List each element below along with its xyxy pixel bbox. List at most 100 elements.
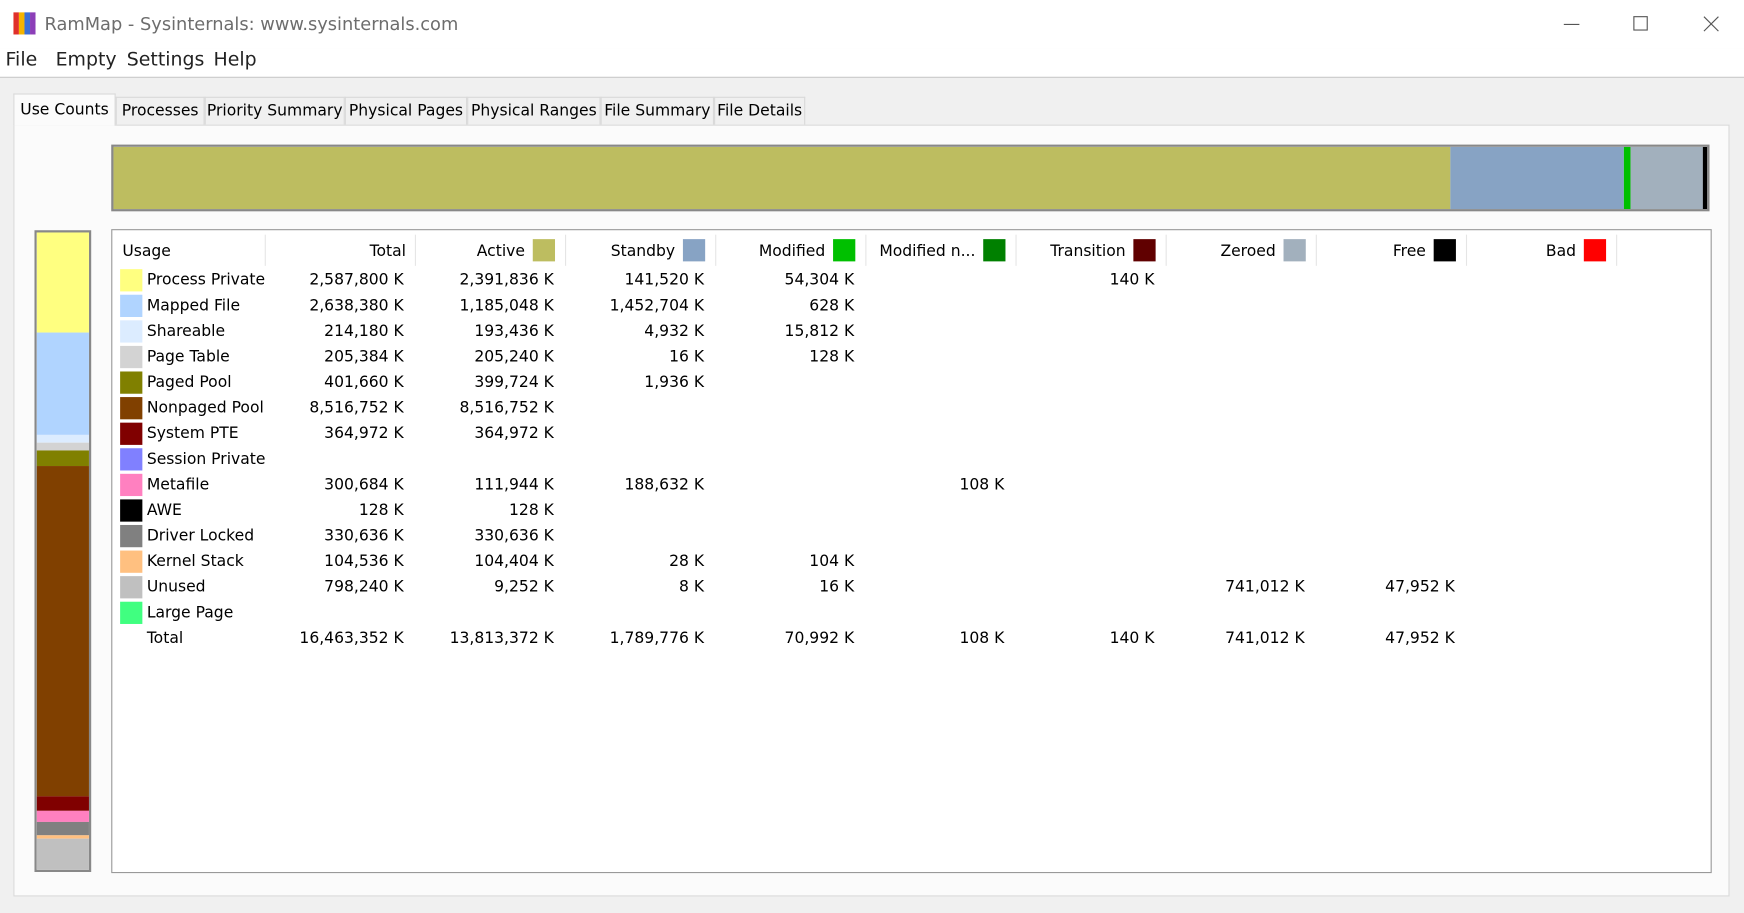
column-separator: [1616, 234, 1618, 266]
usage-label: Paged Pool: [146, 373, 232, 392]
cell: 141,520 K: [624, 271, 705, 290]
usage-color: [120, 371, 143, 394]
cell: 188,632 K: [624, 476, 705, 494]
window-title: RamMap - Sysinternals: www.sysinternals.…: [44, 13, 459, 35]
column-header: Active: [476, 242, 525, 261]
tab[interactable]: File Details: [714, 96, 806, 125]
column-header: Total: [369, 242, 406, 261]
use-counts-table: Usage Total Active Standby Modified Modified …: [111, 229, 1712, 874]
cell: 104,536 K: [324, 552, 404, 571]
usage-segment: [36, 434, 89, 444]
usage-label: Kernel Stack: [146, 552, 244, 571]
cell: 108 K: [959, 629, 1005, 648]
usage-segment: [36, 232, 89, 333]
cell: 16 K: [669, 348, 705, 366]
cell: 140 K: [1109, 629, 1155, 648]
cell: 47,952 K: [1385, 629, 1455, 648]
tab[interactable]: Physical Pages: [344, 96, 468, 125]
column-separator: [264, 234, 266, 266]
usage-segment: [36, 838, 89, 870]
usage-color: [120, 524, 143, 548]
state-segment: [1630, 146, 1703, 210]
usage-color: [120, 473, 143, 497]
usage-bar: [34, 230, 92, 872]
column-header: Modified: [758, 242, 826, 261]
cell: 104,404 K: [474, 552, 554, 571]
tab[interactable]: Processes: [115, 96, 205, 125]
cell: 8,516,752 K: [309, 399, 404, 418]
column-color: [1283, 239, 1306, 262]
usage-label: Metafile: [146, 476, 210, 494]
usage-segment: [36, 332, 89, 435]
menu-item[interactable]: File: [5, 48, 38, 72]
cell: 1,452,704 K: [609, 296, 705, 315]
usage-label: Session Private: [146, 450, 266, 469]
usage-label: Shareable: [146, 322, 226, 341]
cell: 741,012 K: [1225, 578, 1305, 597]
cell: 15,812 K: [784, 322, 855, 341]
state-segment: [1624, 146, 1631, 210]
usage-color: [120, 320, 143, 343]
cell: 205,384 K: [324, 348, 404, 366]
column-header: Free: [1392, 242, 1426, 261]
cell: 1,936 K: [644, 373, 705, 392]
tab[interactable]: Priority Summary: [204, 96, 345, 125]
usage-label: Page Table: [146, 348, 230, 366]
column-separator: [414, 234, 416, 266]
column-color: [1433, 239, 1456, 262]
cell: 13,813,372 K: [449, 629, 554, 648]
column-header: Transition: [1050, 242, 1126, 261]
column-separator: [565, 234, 567, 266]
cell: 16 K: [819, 578, 855, 597]
tab[interactable]: Use Counts: [13, 93, 116, 126]
state-segment: [1702, 146, 1708, 210]
cell: 300,684 K: [324, 476, 404, 494]
cell: 401,660 K: [324, 373, 404, 392]
cell: 193,436 K: [474, 322, 554, 341]
column-separator: [715, 234, 717, 266]
cell: 128 K: [358, 501, 404, 520]
column-separator: [1015, 234, 1017, 266]
usage-color: [120, 499, 143, 522]
menu-item[interactable]: Settings: [126, 48, 205, 72]
usage-segment: [36, 796, 89, 811]
column-header: Usage: [122, 242, 171, 261]
window-controls[interactable]: [1557, 11, 1735, 38]
menu-item[interactable]: Help: [213, 48, 257, 72]
state-bar: [111, 144, 1710, 212]
usage-color: [120, 269, 143, 292]
cell: 205,240 K: [474, 348, 554, 366]
tab[interactable]: Physical Ranges: [467, 96, 601, 125]
cell: 111,944 K: [474, 476, 554, 494]
cell: 8 K: [678, 578, 705, 597]
cell: 330,636 K: [324, 527, 404, 545]
menu-item[interactable]: Empty: [55, 48, 117, 72]
column-color: [833, 239, 856, 262]
usage-label: Mapped File: [146, 296, 241, 315]
cell: 2,587,800 K: [309, 271, 404, 290]
usage-color: [120, 345, 143, 369]
usage-label: Unused: [146, 578, 206, 597]
app-icon: [13, 12, 36, 35]
menu-bar: File Empty Settings Help: [0, 48, 1744, 78]
cell: 798,240 K: [324, 578, 404, 597]
column-color: [1583, 239, 1607, 262]
cell: 8,516,752 K: [459, 399, 554, 418]
usage-color: [120, 448, 143, 471]
cell: 2,638,380 K: [309, 296, 404, 315]
cell: 128 K: [809, 348, 855, 366]
usage-label: Driver Locked: [146, 527, 255, 545]
cell: 9,252 K: [494, 578, 554, 597]
cell: 399,724 K: [474, 373, 554, 392]
cell: 1,789,776 K: [609, 629, 705, 648]
column-header: Zeroed: [1220, 242, 1276, 261]
column-color: [682, 239, 706, 262]
usage-segment: [36, 466, 89, 797]
usage-segment: [36, 810, 89, 822]
tab[interactable]: File Summary: [600, 96, 715, 125]
cell: 364,972 K: [324, 424, 404, 443]
usage-color: [120, 601, 143, 624]
cell: 330,636 K: [474, 527, 554, 545]
